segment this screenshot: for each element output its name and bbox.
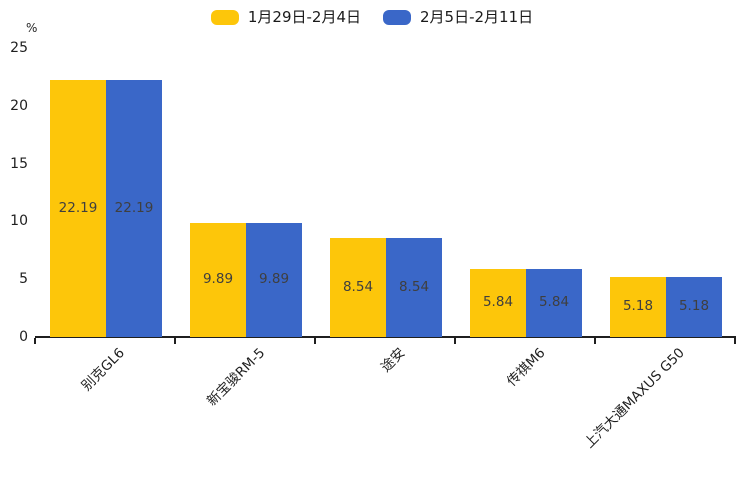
legend-item: 2月5日-2月11日: [383, 8, 533, 26]
category-label: 传祺M6: [503, 345, 549, 390]
x-axis-tick: [454, 338, 456, 344]
bar-value-label: 9.89: [258, 270, 290, 287]
bar-yellow: [50, 80, 106, 337]
bar-blue: [666, 277, 722, 337]
bar-value-label: 22.19: [58, 199, 98, 216]
y-axis-tick-label: 15: [10, 155, 28, 172]
bar-blue: [526, 269, 582, 337]
bar-value-label: 22.19: [114, 199, 154, 216]
category-label: 上汽大通MAXUS G50: [581, 345, 689, 452]
bar-value-label: 5.18: [622, 298, 654, 315]
bar-value-label: 5.84: [482, 294, 514, 311]
bar-value-label: 8.54: [342, 278, 374, 295]
y-axis-unit-label: %: [26, 21, 38, 35]
legend-item: 1月29日-2月4日: [210, 8, 361, 26]
y-axis-tick-label: 20: [10, 97, 28, 114]
x-axis-tick: [174, 338, 176, 344]
x-axis-tick: [734, 338, 736, 344]
bar-yellow: [610, 277, 666, 337]
legend-swatch-yellow: [210, 9, 239, 25]
legend-label: 2月5日-2月11日: [420, 8, 534, 26]
y-axis-tick-label: 5: [19, 271, 28, 288]
bar-yellow: [330, 238, 386, 337]
category-label: 新宝骏RM-5: [203, 345, 269, 410]
bar-value-label: 5.18: [678, 298, 710, 315]
legend-label: 1月29日-2月4日: [247, 8, 361, 26]
bar-yellow: [470, 269, 526, 337]
bar-yellow: [190, 222, 246, 337]
bar-value-label: 9.89: [202, 270, 234, 287]
category-label: 别克GL6: [79, 345, 129, 395]
bar-blue: [386, 238, 442, 337]
x-axis-tick: [34, 338, 36, 344]
x-axis-line: [35, 336, 736, 338]
x-axis-tick: [314, 338, 316, 344]
y-axis-tick-label: 10: [10, 213, 28, 230]
bar-value-label: 5.84: [538, 294, 570, 311]
y-axis-tick-label: 0: [19, 329, 28, 345]
x-axis-tick: [594, 338, 596, 344]
legend-swatch-blue: [383, 9, 411, 25]
bar-blue: [106, 80, 162, 337]
category-label: 途安: [377, 345, 409, 376]
bar-blue: [246, 222, 302, 337]
y-axis-tick-label: 25: [10, 40, 28, 56]
bar-value-label: 8.54: [398, 278, 430, 295]
chart-legend: 1月29日-2月4日 2月5日-2月11日: [0, 8, 744, 26]
